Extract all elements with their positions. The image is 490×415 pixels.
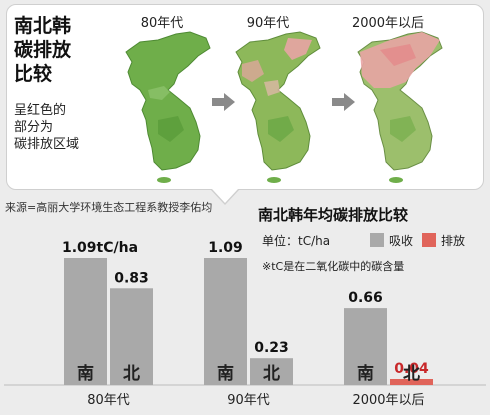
bar-north bbox=[110, 288, 153, 385]
category-label: 80年代 bbox=[87, 393, 130, 408]
chart-unit: 单位：tC/ha bbox=[262, 234, 331, 248]
legend-label-absorb: 吸收 bbox=[389, 234, 414, 248]
series-label-south: 南 bbox=[217, 363, 234, 384]
korea-map-90s bbox=[235, 31, 321, 183]
callout-pointer bbox=[212, 189, 238, 203]
series-label-north: 北 bbox=[263, 364, 280, 384]
map-label-80s: 80年代 bbox=[140, 16, 184, 31]
series-label-south: 南 bbox=[77, 363, 94, 384]
korea-map-2000s bbox=[357, 31, 443, 183]
chart-title: 南北韩年均碳排放比较 bbox=[258, 206, 409, 224]
map-title-line: 南北韩 bbox=[14, 15, 72, 37]
legend-swatch-emit bbox=[422, 233, 436, 247]
bar-south bbox=[204, 258, 247, 385]
map-panel-description: 呈红色的 部分为 碳排放区域 bbox=[14, 102, 114, 153]
map-desc-line: 碳排放区域 bbox=[14, 137, 80, 152]
map-desc-line: 部分为 bbox=[14, 120, 54, 135]
bar-south bbox=[64, 258, 107, 385]
source-credit: 来源=高丽大学环境生态工程系教授李佑均 bbox=[5, 201, 213, 214]
series-label-north: 北 bbox=[403, 364, 420, 384]
chart-note: ※tC是在二氧化碳中的碳含量 bbox=[262, 260, 405, 273]
map-title-line: 碳排放 bbox=[14, 39, 72, 61]
bar-north bbox=[250, 358, 293, 385]
map-title-line: 比较 bbox=[14, 63, 53, 85]
legend-swatch-absorb bbox=[370, 233, 384, 247]
series-label-north: 北 bbox=[123, 364, 140, 384]
data-label: 0.66 bbox=[348, 290, 383, 306]
bar-south bbox=[344, 308, 387, 385]
map-desc-line: 呈红色的 bbox=[14, 103, 67, 118]
map-panel-title: 南北韩 碳排放 比较 bbox=[14, 14, 94, 86]
category-label: 2000年以后 bbox=[352, 393, 424, 408]
data-label: 1.09 bbox=[208, 240, 243, 256]
map-label-90s: 90年代 bbox=[246, 16, 290, 31]
arrow-right-icon bbox=[332, 93, 355, 111]
series-label-south: 南 bbox=[357, 363, 374, 384]
korea-map-80s bbox=[125, 31, 211, 183]
data-label: 0.04 bbox=[394, 361, 429, 377]
category-label: 90年代 bbox=[227, 393, 270, 408]
arrow-right-icon bbox=[212, 93, 235, 111]
data-label: 1.09tC/ha bbox=[62, 240, 138, 256]
legend-label-emit: 排放 bbox=[441, 234, 466, 248]
data-label: 0.83 bbox=[114, 270, 149, 286]
data-label: 0.23 bbox=[254, 340, 289, 356]
bar-north bbox=[390, 379, 433, 385]
map-label-2000s: 2000年以后 bbox=[351, 16, 425, 31]
